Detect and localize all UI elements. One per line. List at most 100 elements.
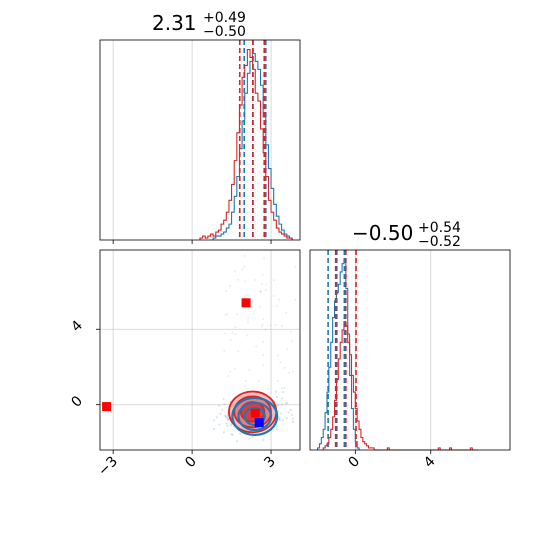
scatter-point [247,316,250,319]
x-tick-label: −3 [95,454,121,480]
scatter-point [226,418,230,421]
scatter-point [262,340,265,343]
scatter-point [274,390,278,393]
title-lower-error: −0.50 [203,24,246,40]
scatter-point [277,354,280,357]
scatter-point [259,290,262,293]
title-value: −0.50 [352,221,413,245]
scatter-point [279,361,282,364]
scatter-point [262,257,265,260]
scatter-point [243,265,246,268]
marker [254,418,264,428]
scatter-point [285,416,288,420]
title-upper-error: +0.49 [203,10,246,26]
scatter-point [246,334,249,337]
scatter-point [257,380,260,383]
scatter-point [229,370,232,373]
scatter-point [248,369,251,372]
scatter-point [291,340,294,343]
scatter-point [264,328,267,331]
scatter-point [247,320,250,323]
histogram-bottom-right: 0 4 −0.50 +0.54 −0.52 [309,220,511,471]
scatter-point [275,304,278,307]
scatter-point [230,424,233,427]
scatter-point [260,325,263,328]
scatter-point [258,305,261,308]
histogram-step [199,48,293,240]
scatter-point [275,395,279,399]
marker [241,298,251,308]
scatter-point [275,428,278,431]
scatter-point [262,363,265,366]
scatter-point [226,417,230,420]
scatter-point [225,416,228,419]
axes-frame [309,249,511,451]
scatter-point [265,288,268,291]
panel-title: 2.31 [152,11,197,35]
scatter-point [275,425,278,428]
scatter-point [235,440,239,443]
scatter-point [241,268,244,271]
scatter-point [236,313,239,316]
y-tick-label: 4 [68,318,86,336]
scatter-point [286,401,289,405]
scatter-point [222,431,226,434]
scatter-point [289,330,292,333]
scatter-point [278,416,281,419]
scatter-point [227,375,230,378]
title-lower-error: −0.52 [418,234,461,250]
scatter-point [224,415,227,418]
scatter-point [223,349,226,352]
scatter-point [291,420,295,423]
scatter-point [233,367,236,370]
scatter-point [231,433,234,436]
scatter-point [286,348,289,351]
scatter-point [287,411,290,414]
scatter-point [224,414,227,417]
scatter-point [281,397,284,400]
scatter-point [226,414,229,417]
scatter-point [291,413,294,417]
scatter-point [281,418,285,422]
scatter-point [262,438,265,441]
scatter-point [239,432,242,435]
scatter-point [285,311,288,314]
scatter-point [289,408,292,412]
scatter-point [244,384,247,387]
title-value: 2.31 [152,11,197,35]
scatter-point [281,403,284,406]
title-upper-error: +0.54 [418,220,461,236]
scatter-point [274,323,277,326]
x-tick-label: 3 [261,454,279,472]
axes-frame [99,39,301,241]
scatter-point [225,290,228,293]
scatter-point [251,435,254,439]
scatter-point [280,412,283,415]
scatter-point [277,403,280,407]
scatter-point [229,338,232,341]
scatter-point [223,332,226,335]
scatter-point [237,278,240,281]
scatter-point [262,354,265,357]
scatter-point [259,290,262,293]
x-tick-label: 0 [182,454,200,472]
histogram-top-left: 2.31 +0.49 −0.50 [99,10,301,244]
marker [250,408,260,418]
scatter-bottom-left: −3 0 3 0 4 [68,249,301,480]
scatter-point [272,295,275,298]
scatter-point [281,391,285,394]
scatter-point [230,433,233,436]
scatter-point [281,387,284,390]
scatter-point [237,350,240,353]
scatter-point [265,283,268,286]
scatter-point [275,404,279,407]
scatter-point [234,270,237,273]
histogram-step [316,258,360,450]
y-tick-label: 0 [68,393,86,411]
scatter-point [252,312,255,315]
scatter-point [261,323,264,326]
scatter-point [215,416,218,419]
scatter-point [213,427,216,431]
scatter-point [283,366,286,369]
